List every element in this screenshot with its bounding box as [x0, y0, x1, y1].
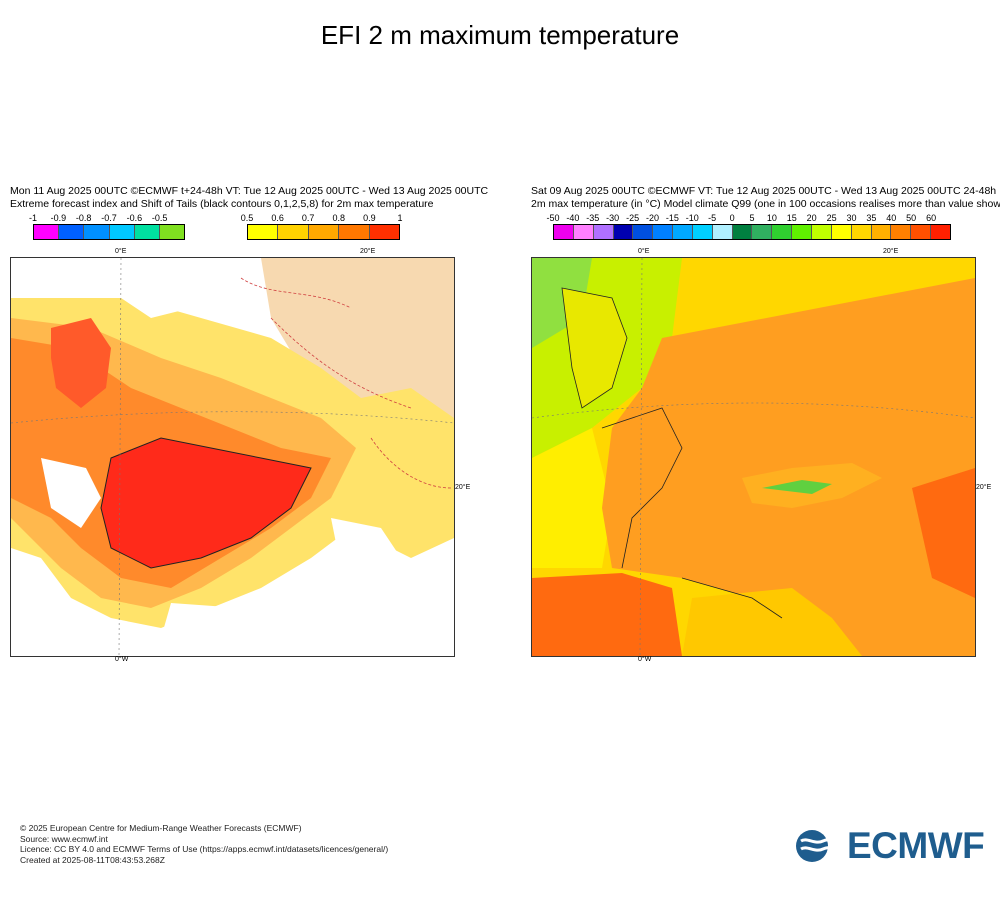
legend-swatch: [891, 225, 912, 239]
legend-swatch: [653, 225, 674, 239]
right-header-line1: Sat 09 Aug 2025 00UTC ©ECMWF VT: Tue 12 …: [531, 185, 997, 197]
legend-swatch: [59, 225, 85, 239]
footer-credits: © 2025 European Centre for Medium-Range …: [20, 823, 388, 865]
page-title: EFI 2 m maximum temperature: [320, 20, 680, 50]
legend-label: -0.5: [151, 213, 168, 223]
legend-label: 20: [806, 213, 817, 223]
legend-label: 5: [749, 213, 755, 223]
q99-map[interactable]: [531, 257, 976, 657]
legend-swatch: [871, 225, 892, 239]
legend-swatch: [159, 225, 185, 239]
legend-label: 30: [846, 213, 857, 223]
legend-swatch: [752, 225, 773, 239]
right-lon-top-a: 0°E: [638, 248, 650, 255]
legend-label: -0.6: [126, 213, 143, 223]
legend-label: 0.8: [332, 213, 346, 223]
left-header-line1: Mon 11 Aug 2025 00UTC ©ECMWF t+24-48h VT…: [10, 185, 489, 197]
legend-label: -1: [28, 213, 38, 223]
legend-swatch: [554, 225, 574, 239]
ecmwf-logo-text: ECMWF: [847, 825, 985, 866]
right-lon-top-b: 20°E: [883, 248, 899, 255]
legend-swatch: [911, 225, 932, 239]
legend-swatch: [811, 225, 832, 239]
legend-swatch: [732, 225, 753, 239]
left-lon-top-b: 20°E: [360, 248, 376, 255]
q99-legend: -50 -40 -35 -30 -25 -20 -15 -10 -5 0 5 10 15 20 25 30 35…: [546, 213, 951, 240]
legend-label: 40: [886, 213, 897, 223]
efi-map[interactable]: [10, 257, 455, 657]
legend-swatch: [369, 225, 400, 239]
legend-label: 1: [397, 213, 403, 223]
legend-label: 60: [926, 213, 937, 223]
legend-swatch: [692, 225, 713, 239]
legend-labels: -1 -0.9 -0.8 -0.7 -0.6 -0.5: [29, 213, 185, 224]
legend-swatch: [593, 225, 614, 239]
efi-positive-legend: 0.5 0.6 0.7 0.8 0.9 1: [241, 213, 403, 240]
left-panel-header: Mon 11 Aug 2025 00UTC ©ECMWF t+24-48h VT…: [10, 185, 488, 211]
legend-swatch: [772, 225, 793, 239]
right-header-line2: 2m max temperature (in °C) Model climate…: [531, 198, 1000, 210]
legend-label: -0.8: [75, 213, 92, 223]
legend-swatch: [931, 225, 950, 239]
legend-label: 35: [866, 213, 877, 223]
legend-labels: 0.5 0.6 0.7 0.8 0.9 1: [241, 213, 403, 224]
left-lon-bottom: 0°W: [115, 656, 129, 663]
left-lon-top-a: 0°E: [115, 248, 127, 255]
legend-swatch: [308, 225, 340, 239]
legend-swatches: [33, 224, 185, 240]
ecmwf-logo-icon: [796, 830, 841, 862]
legend-swatch: [109, 225, 135, 239]
legend-label: 15: [786, 213, 797, 223]
legend-label: -30: [606, 213, 620, 223]
footer-line3: Licence: CC BY 4.0 and ECMWF Terms of Us…: [20, 844, 389, 854]
legend-swatch: [34, 225, 60, 239]
legend-label: 0.9: [363, 213, 376, 223]
legend-label: 0.6: [271, 213, 284, 223]
footer-line1: © 2025 European Centre for Medium-Range …: [20, 823, 302, 833]
legend-labels: -50 -40 -35 -30 -25 -20 -15 -10 -5 0 5 10 15 20 25 30 35…: [546, 213, 951, 224]
legend-label: -0.7: [101, 213, 117, 223]
left-lon-right: 20°E: [455, 484, 471, 491]
right-lon-bottom: 0°W: [638, 656, 652, 663]
legend-swatch: [248, 225, 279, 239]
footer-line2: Source: www.ecmwf.int: [20, 833, 108, 844]
legend-swatches: [247, 224, 400, 240]
legend-label: 0: [729, 213, 735, 223]
legend-label: -35: [586, 213, 600, 223]
legend-label: -25: [626, 213, 640, 223]
legend-label: 25: [826, 213, 837, 223]
left-header-line2: Extreme forecast index and Shift of Tail…: [10, 198, 434, 210]
legend-label: -5: [708, 213, 717, 223]
legend-label: -15: [665, 213, 679, 223]
legend-swatch: [673, 225, 693, 239]
legend-swatch: [831, 225, 852, 239]
legend-label: -10: [685, 213, 699, 223]
legend-swatches: [553, 224, 951, 240]
legend-label: 0.5: [240, 213, 254, 223]
legend-swatch: [84, 225, 110, 239]
legend-swatch: [712, 225, 733, 239]
footer-line4: Created at 2025-08-11T08:43:53.268Z: [20, 854, 165, 865]
legend-swatch: [633, 225, 654, 239]
legend-label: -50: [546, 213, 560, 223]
legend-label: -40: [566, 213, 580, 223]
legend-swatch: [573, 225, 594, 239]
legend-label: -20: [645, 213, 660, 223]
legend-swatch: [278, 225, 309, 239]
legend-swatch: [339, 225, 370, 239]
legend-swatch: [792, 225, 812, 239]
legend-label: -0.9: [50, 213, 67, 223]
legend-label: 50: [906, 213, 917, 223]
legend-swatch: [613, 225, 634, 239]
efi-negative-legend: -1 -0.9 -0.8 -0.7 -0.6 -0.5: [29, 213, 185, 240]
ecmwf-logo: ECMWF: [795, 825, 985, 867]
legend-swatch: [134, 225, 160, 239]
legend-swatch: [851, 225, 872, 239]
legend-label: 0.7: [301, 213, 315, 223]
legend-label: 10: [766, 213, 777, 223]
right-panel-header: Sat 09 Aug 2025 00UTC ©ECMWF VT: Tue 12 …: [531, 185, 1000, 211]
right-lon-right: 20°E: [976, 484, 992, 491]
